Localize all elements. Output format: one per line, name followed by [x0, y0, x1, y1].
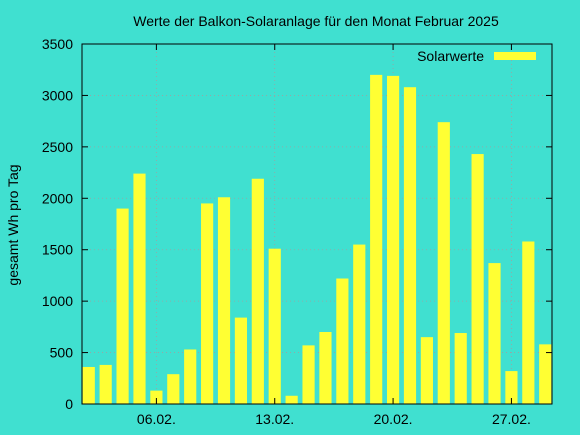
plot-frame	[81, 43, 553, 405]
bar	[539, 344, 552, 404]
bar	[116, 208, 129, 404]
bar	[386, 75, 400, 404]
bar	[403, 87, 417, 404]
bar	[420, 337, 433, 404]
bar	[454, 333, 467, 404]
bar	[471, 154, 484, 404]
bar	[437, 122, 450, 405]
bar	[82, 366, 95, 404]
bar	[370, 74, 383, 404]
y-axis-label: gesamt Wh pro Tag	[5, 164, 21, 285]
bar	[302, 345, 315, 404]
y-tick-label: 2000	[42, 190, 73, 206]
bar	[184, 349, 197, 404]
bar	[167, 374, 180, 404]
bar	[336, 278, 349, 404]
bar	[522, 241, 535, 404]
bar	[217, 197, 231, 404]
bar	[133, 173, 146, 404]
x-tick-label: 27.02.	[492, 411, 531, 427]
bar	[234, 317, 248, 404]
y-tick-label: 1000	[42, 293, 73, 309]
y-tick-label: 500	[50, 345, 74, 361]
y-tick-label: 0	[65, 396, 73, 412]
bar	[268, 248, 281, 404]
y-tick-label: 2500	[42, 139, 73, 155]
bar	[150, 390, 163, 404]
bars	[82, 74, 552, 405]
bar	[285, 395, 298, 404]
axis-ticks: 0 500 1000 1500 2000 2500 3000 3500 06.02. 13.02.…	[42, 36, 552, 427]
bar	[201, 203, 214, 404]
chart-title: Werte der Balkon-Solaranlage für den Mon…	[133, 13, 499, 29]
x-tick-label: 13.02.	[255, 411, 294, 427]
legend: Solarwerte	[417, 48, 536, 64]
y-tick-label: 3000	[42, 87, 73, 103]
bar	[505, 371, 518, 404]
y-tick-label: 3500	[42, 36, 73, 52]
legend-swatch	[494, 52, 536, 60]
bar	[99, 364, 112, 404]
legend-label: Solarwerte	[417, 48, 484, 64]
bar	[353, 244, 366, 404]
x-tick-label: 06.02.	[137, 411, 176, 427]
bar	[319, 332, 332, 404]
bar	[488, 263, 501, 404]
y-tick-label: 1500	[42, 242, 73, 258]
x-tick-label: 20.02.	[374, 411, 413, 427]
bar	[251, 178, 264, 404]
